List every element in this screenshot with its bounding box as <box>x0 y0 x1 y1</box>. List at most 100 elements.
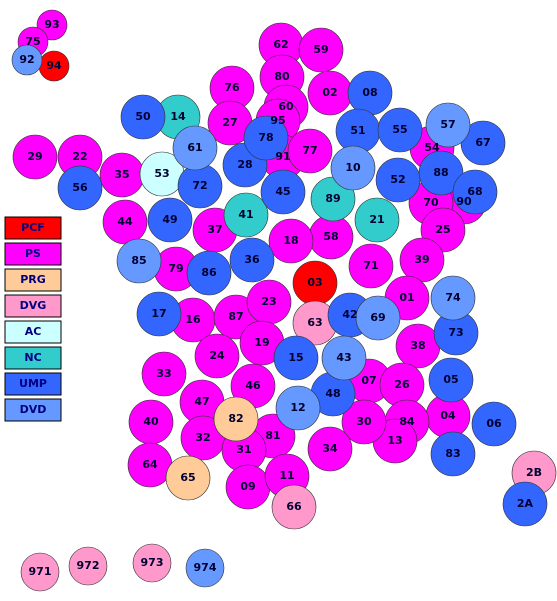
department <box>348 243 394 289</box>
legend-swatch <box>4 268 62 292</box>
department-code: 58 <box>323 230 338 243</box>
department-code: 34 <box>322 442 338 455</box>
department-code: 52 <box>390 173 405 186</box>
department <box>213 396 259 442</box>
department <box>377 107 423 153</box>
department <box>172 125 218 171</box>
department <box>194 333 240 379</box>
department <box>428 357 474 403</box>
department <box>223 192 269 238</box>
department-code: 33 <box>156 367 171 380</box>
department-code: 70 <box>423 196 439 209</box>
department <box>147 197 193 243</box>
department <box>341 399 387 445</box>
department-code: 22 <box>72 150 87 163</box>
department-code: 68 <box>467 185 482 198</box>
department-labels: 94 03 93 75 62 59 80 60 02 76 27 95 91 77 54 90 70 25 39 71… <box>19 18 542 578</box>
department-code: 10 <box>345 161 361 174</box>
department-code: 93 <box>44 18 59 31</box>
department <box>355 295 401 341</box>
department-code: 89 <box>325 192 340 205</box>
department-code: 61 <box>187 141 202 154</box>
department-code: 28 <box>237 158 252 171</box>
department-code: 16 <box>185 313 201 326</box>
department <box>375 157 421 203</box>
department <box>271 484 317 530</box>
department <box>243 115 289 161</box>
department <box>132 543 172 583</box>
department <box>273 335 319 381</box>
department-code: 39 <box>414 253 429 266</box>
department-code: 92 <box>19 53 34 66</box>
legend-swatch <box>4 242 62 266</box>
department-code: 48 <box>325 387 340 400</box>
department-code: 73 <box>448 326 463 339</box>
department-code: 30 <box>356 415 372 428</box>
department-code: 83 <box>445 447 460 460</box>
department <box>430 431 476 477</box>
department-code: 09 <box>240 480 255 493</box>
department <box>260 169 306 215</box>
legend-swatch <box>4 320 62 344</box>
department-code: 971 <box>29 565 52 578</box>
department-code: 62 <box>273 38 288 51</box>
department-code: 13 <box>387 434 402 447</box>
department-code: 50 <box>135 110 151 123</box>
department <box>12 134 58 180</box>
legend-label: PS <box>25 247 41 260</box>
department-code: 87 <box>228 310 243 323</box>
legend-label: PCF <box>21 221 45 234</box>
department-code: 03 <box>307 276 322 289</box>
department-code: 11 <box>279 469 294 482</box>
department <box>165 455 211 501</box>
department-code: 95 <box>270 114 285 127</box>
department <box>68 546 108 586</box>
department-code: 94 <box>46 59 62 72</box>
department-code: 38 <box>410 339 425 352</box>
department-code: 91 <box>275 150 290 163</box>
department <box>141 351 187 397</box>
department-code: 05 <box>443 373 458 386</box>
legend-swatch <box>4 346 62 370</box>
department <box>330 145 376 191</box>
legend-swatch <box>4 372 62 396</box>
legend-label: UMP <box>19 377 47 390</box>
legend-swatch <box>4 398 62 422</box>
department-code: 77 <box>302 144 317 157</box>
legend-label: NC <box>24 351 41 364</box>
department-code: 82 <box>228 412 243 425</box>
department-code: 81 <box>265 429 280 442</box>
department-code: 43 <box>336 351 351 364</box>
department-shapes <box>11 9 557 592</box>
department-code: 14 <box>170 110 186 123</box>
department-code: 2B <box>526 466 542 479</box>
department-code: 01 <box>399 291 414 304</box>
department-code: 65 <box>180 471 195 484</box>
department-code: 56 <box>72 181 88 194</box>
department-code: 69 <box>370 311 385 324</box>
department-code: 36 <box>244 253 260 266</box>
department-code: 21 <box>369 213 384 226</box>
department-code: 973 <box>141 556 164 569</box>
department-code: 76 <box>224 81 240 94</box>
department <box>354 197 400 243</box>
department-code: 08 <box>362 86 377 99</box>
department-code: 63 <box>307 316 322 329</box>
legend-label: AC <box>25 325 42 338</box>
legend-swatch <box>4 216 62 240</box>
department-code: 57 <box>440 118 455 131</box>
department-code: 974 <box>194 561 217 574</box>
department-code: 67 <box>475 136 490 149</box>
department <box>268 218 314 264</box>
department-code: 71 <box>363 259 378 272</box>
department-code: 46 <box>245 379 261 392</box>
legend: PCF PS PRG DVG AC NC UMP DVD <box>4 216 62 422</box>
department-code: 64 <box>142 458 158 471</box>
department <box>11 44 43 76</box>
department-code: 53 <box>154 167 169 180</box>
department <box>120 94 166 140</box>
department <box>425 102 471 148</box>
department-code: 23 <box>261 295 276 308</box>
department-code: 2A <box>517 497 534 510</box>
